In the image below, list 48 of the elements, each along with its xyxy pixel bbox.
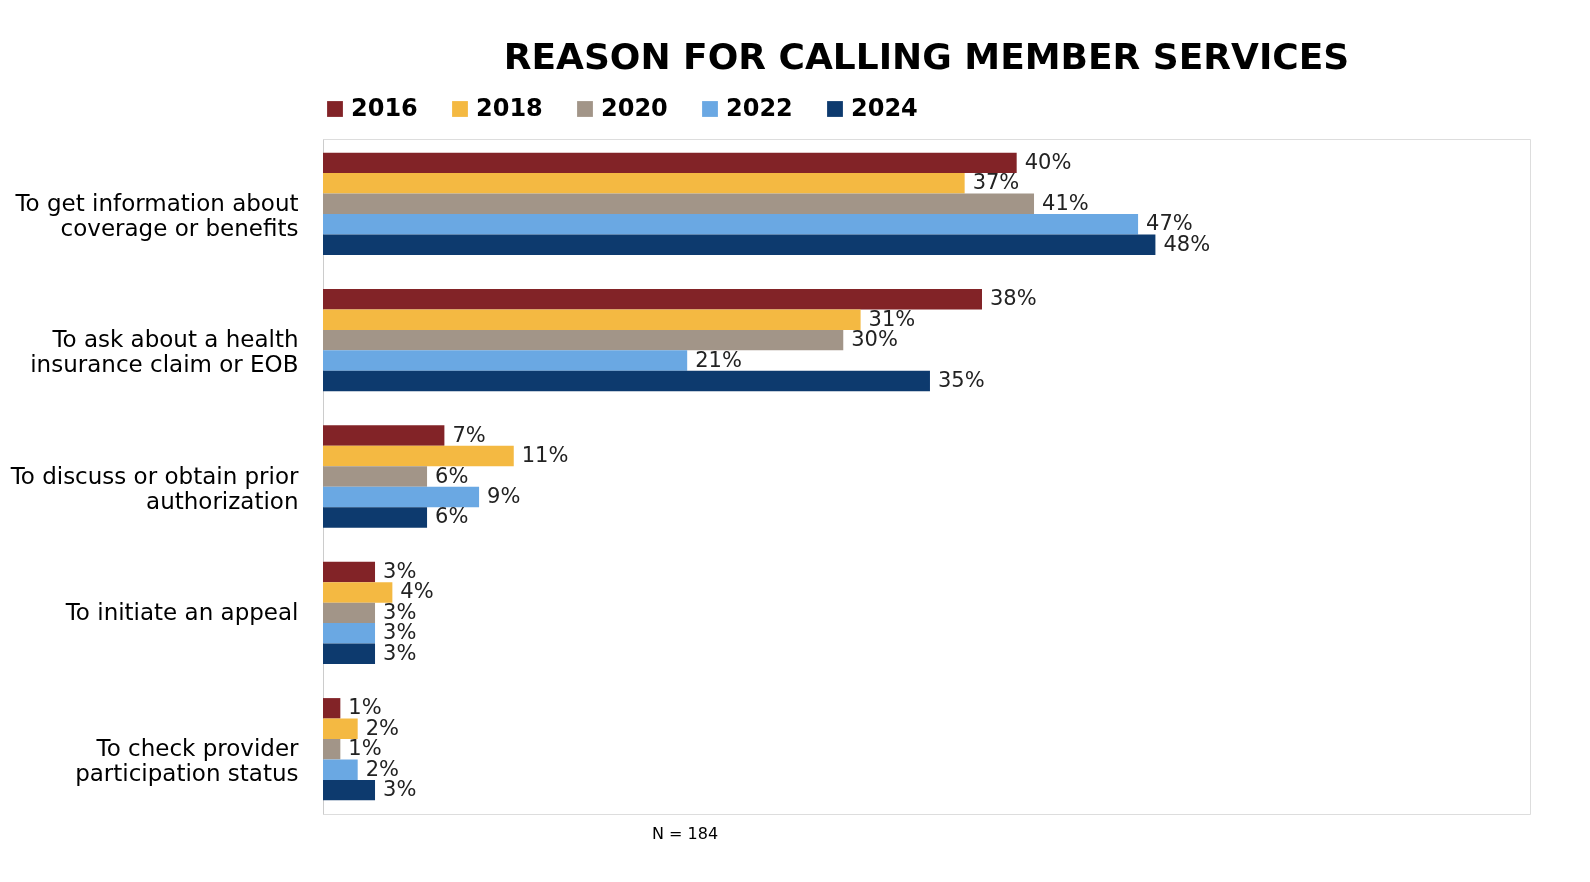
bar <box>323 602 376 624</box>
legend-label: 2022 <box>726 94 793 122</box>
bar <box>323 582 393 603</box>
y-tick-label: To discuss or obtain prior authorization <box>9 462 300 514</box>
bar <box>323 370 930 392</box>
text: N = 184 <box>652 824 719 843</box>
bar <box>323 698 341 719</box>
bar <box>323 445 514 467</box>
bar <box>323 507 428 528</box>
legend-label: 2020 <box>601 94 668 122</box>
data-label: 11% <box>521 443 569 468</box>
data-label: 35% <box>937 368 985 393</box>
data-label: 6% <box>435 463 469 488</box>
y-tick-label: To check provider participation status <box>75 735 300 787</box>
bar <box>323 466 428 487</box>
legend-label: 2018 <box>476 94 543 122</box>
bar <box>323 718 358 739</box>
y-tick-label: To ask about a health insurance claim or EOB <box>30 326 299 378</box>
bar <box>323 309 861 330</box>
bar <box>323 759 358 780</box>
data-label: 7% <box>452 422 486 447</box>
bar <box>323 152 1017 174</box>
data-label: 37% <box>972 170 1020 195</box>
bar <box>323 739 341 760</box>
data-label: 21% <box>695 347 742 372</box>
bar <box>323 561 376 583</box>
bar <box>323 234 1156 255</box>
bar <box>323 350 688 371</box>
data-label: 38% <box>989 286 1037 311</box>
data-label: 40% <box>1024 149 1072 174</box>
bar <box>323 643 376 664</box>
bar <box>323 425 445 446</box>
bar <box>323 193 1035 214</box>
legend-label: 2016 <box>351 94 418 122</box>
y-tick-label: To get information about coverage or benefits <box>14 189 299 241</box>
data-label: 6% <box>435 504 469 529</box>
data-label: 9% <box>487 483 521 508</box>
data-label: 41% <box>1042 190 1089 215</box>
bar <box>323 289 982 310</box>
bar <box>323 214 1139 235</box>
bar <box>323 329 844 351</box>
y-tick-label: To initiate an appeal <box>64 598 299 625</box>
legend-label: 2024 <box>851 94 918 122</box>
bar <box>323 173 965 194</box>
bar <box>323 486 480 508</box>
chart-title: REASON FOR CALLING MEMBER SERVICES <box>503 36 1350 77</box>
bar <box>323 779 376 801</box>
bar <box>323 623 376 644</box>
